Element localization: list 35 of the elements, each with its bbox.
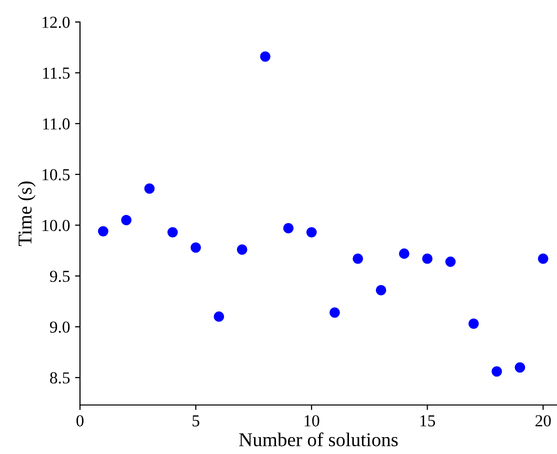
y-tick-label: 10.5 (42, 169, 70, 180)
point (98, 226, 108, 236)
point (236, 244, 248, 255)
x-tick-label: 20 (536, 415, 551, 426)
x-axis-title: Number of solutions (239, 432, 398, 446)
x-tick-label: 5 (192, 415, 200, 426)
x-tick-label: 0 (76, 415, 84, 426)
y-tick-label: 9.5 (50, 270, 70, 282)
point (190, 242, 201, 253)
point (214, 311, 224, 322)
point (283, 223, 294, 234)
point (538, 254, 548, 264)
point (121, 214, 132, 226)
y-tick-label: 12.0 (42, 16, 70, 28)
x-tick-label: 15 (420, 415, 436, 426)
point (492, 366, 502, 377)
y-tick-label: 11.5 (43, 68, 70, 79)
y-tick-label: 9.0 (50, 321, 70, 333)
y-tick-label: 10.0 (42, 220, 70, 232)
point (422, 254, 433, 264)
point (376, 285, 386, 296)
point (445, 256, 456, 267)
point (352, 254, 364, 264)
point (398, 248, 410, 259)
point (306, 227, 317, 238)
point (330, 307, 340, 318)
point (514, 362, 526, 373)
y-tick-label: 11.0 (43, 118, 70, 130)
point (260, 51, 270, 62)
point (468, 318, 479, 329)
point (167, 227, 178, 238)
y-tick-label: 8.5 (50, 372, 70, 384)
x-tick-label: 10 (304, 415, 320, 426)
point (144, 183, 155, 194)
y-axis-title: Time (s) (18, 181, 36, 246)
